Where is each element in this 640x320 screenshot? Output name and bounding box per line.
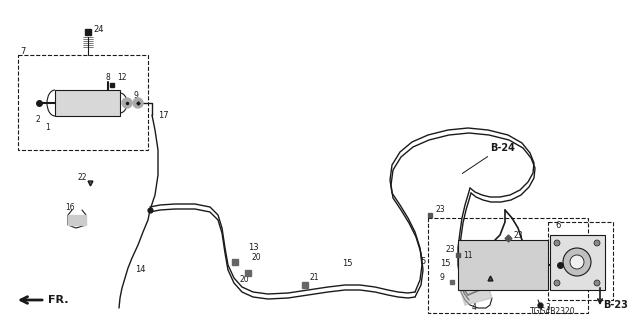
Circle shape bbox=[554, 280, 560, 286]
Circle shape bbox=[554, 240, 560, 246]
Text: 11: 11 bbox=[463, 251, 472, 260]
Circle shape bbox=[133, 98, 143, 108]
Text: 12: 12 bbox=[117, 73, 127, 82]
Text: 23: 23 bbox=[445, 245, 454, 254]
Text: 9: 9 bbox=[440, 274, 445, 283]
Text: 17: 17 bbox=[158, 110, 168, 119]
Text: 5: 5 bbox=[420, 258, 425, 267]
Circle shape bbox=[594, 240, 600, 246]
Text: 3: 3 bbox=[545, 303, 550, 313]
Text: 20: 20 bbox=[252, 253, 262, 262]
Bar bbox=[55, 90, 120, 116]
Circle shape bbox=[563, 248, 591, 276]
Polygon shape bbox=[68, 215, 86, 225]
Text: 18: 18 bbox=[523, 251, 534, 260]
Text: 1: 1 bbox=[45, 124, 50, 132]
Bar bbox=[548, 222, 613, 300]
Bar bbox=[550, 235, 605, 290]
Text: 23: 23 bbox=[435, 205, 445, 214]
Text: 8: 8 bbox=[105, 73, 109, 82]
Text: 10: 10 bbox=[493, 266, 502, 275]
Text: 24: 24 bbox=[93, 26, 104, 35]
Polygon shape bbox=[460, 285, 492, 305]
Text: 13: 13 bbox=[248, 244, 259, 252]
Text: 2: 2 bbox=[35, 116, 40, 124]
Text: FR.: FR. bbox=[48, 295, 68, 305]
Circle shape bbox=[570, 255, 584, 269]
Text: 9: 9 bbox=[133, 91, 138, 100]
Text: 16: 16 bbox=[65, 204, 75, 212]
Text: B-24: B-24 bbox=[490, 143, 515, 153]
Bar bbox=[458, 240, 548, 290]
Bar bbox=[428, 218, 588, 313]
Text: 7: 7 bbox=[20, 47, 26, 57]
Text: TGG4B2320: TGG4B2320 bbox=[530, 308, 575, 316]
Text: 14: 14 bbox=[135, 266, 145, 275]
Text: 23: 23 bbox=[513, 230, 523, 239]
Text: 21: 21 bbox=[310, 274, 319, 283]
Text: 15: 15 bbox=[342, 259, 353, 268]
Text: 4: 4 bbox=[472, 303, 477, 313]
Bar bbox=[18, 55, 148, 150]
Text: 6: 6 bbox=[555, 220, 561, 229]
Text: B-23: B-23 bbox=[603, 300, 628, 310]
Text: 15: 15 bbox=[440, 259, 451, 268]
Text: 22: 22 bbox=[77, 173, 86, 182]
Circle shape bbox=[122, 98, 132, 108]
Circle shape bbox=[594, 280, 600, 286]
Text: 20: 20 bbox=[240, 276, 250, 284]
